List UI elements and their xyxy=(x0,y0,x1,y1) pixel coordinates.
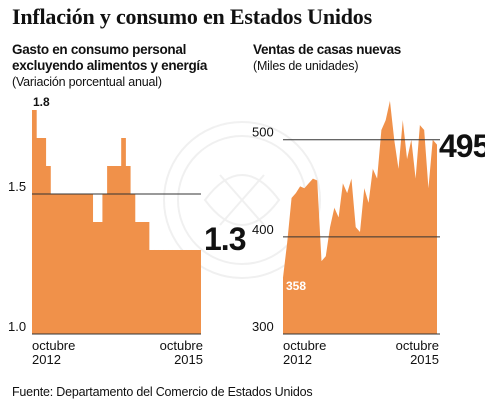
right-chart-x-tick-label: octubre xyxy=(396,338,439,353)
right-chart-area xyxy=(283,100,437,334)
left-chart-y-tick-label: 1.5 xyxy=(8,179,26,194)
right-chart-end-value-label: 495 xyxy=(439,128,485,164)
right-chart-x-tick-label: 2012 xyxy=(283,352,312,367)
page-title: Inflación y consumo en Estados Unidos xyxy=(12,4,372,29)
left-chart-x-tick-label: 2015 xyxy=(174,352,203,367)
right-chart-x-tick-label: 2015 xyxy=(410,352,439,367)
left-chart-x-tick-label: octubre xyxy=(160,338,203,353)
right-chart-subtitle-line-1: Ventas de casas nuevas xyxy=(253,42,401,57)
left-chart-subtitle-line-2: excluyendo alimentos y energía xyxy=(12,58,208,73)
source-note: Fuente: Departamento del Comercio de Est… xyxy=(12,385,313,399)
right-chart-x-tick-label: octubre xyxy=(283,338,326,353)
left-chart-start-value-label: 1.8 xyxy=(33,95,50,109)
left-chart-subtitle: Gasto en consumo personal excluyendo ali… xyxy=(12,42,207,74)
left-chart-y-tick-label: 1.0 xyxy=(8,319,26,334)
left-chart-x-tick-label: 2012 xyxy=(32,352,61,367)
right-chart-y-tick-label: 400 xyxy=(252,222,274,237)
left-chart-area xyxy=(32,110,201,334)
left-chart-end-value-label: 1.3 xyxy=(204,221,246,257)
right-chart-subtitle: Ventas de casas nuevas xyxy=(253,42,401,58)
left-chart-x-tick-label: octubre xyxy=(32,338,75,353)
right-chart-y-tick-label: 300 xyxy=(252,319,274,334)
left-chart-unit-note: (Variación porcentual anual) xyxy=(12,75,162,89)
right-chart-y-tick-label: 500 xyxy=(252,125,274,140)
right-chart-start-value-label: 358 xyxy=(286,279,306,293)
left-chart-subtitle-line-1: Gasto en consumo personal xyxy=(12,42,187,57)
right-chart-unit-note: (Miles de unidades) xyxy=(253,59,359,73)
